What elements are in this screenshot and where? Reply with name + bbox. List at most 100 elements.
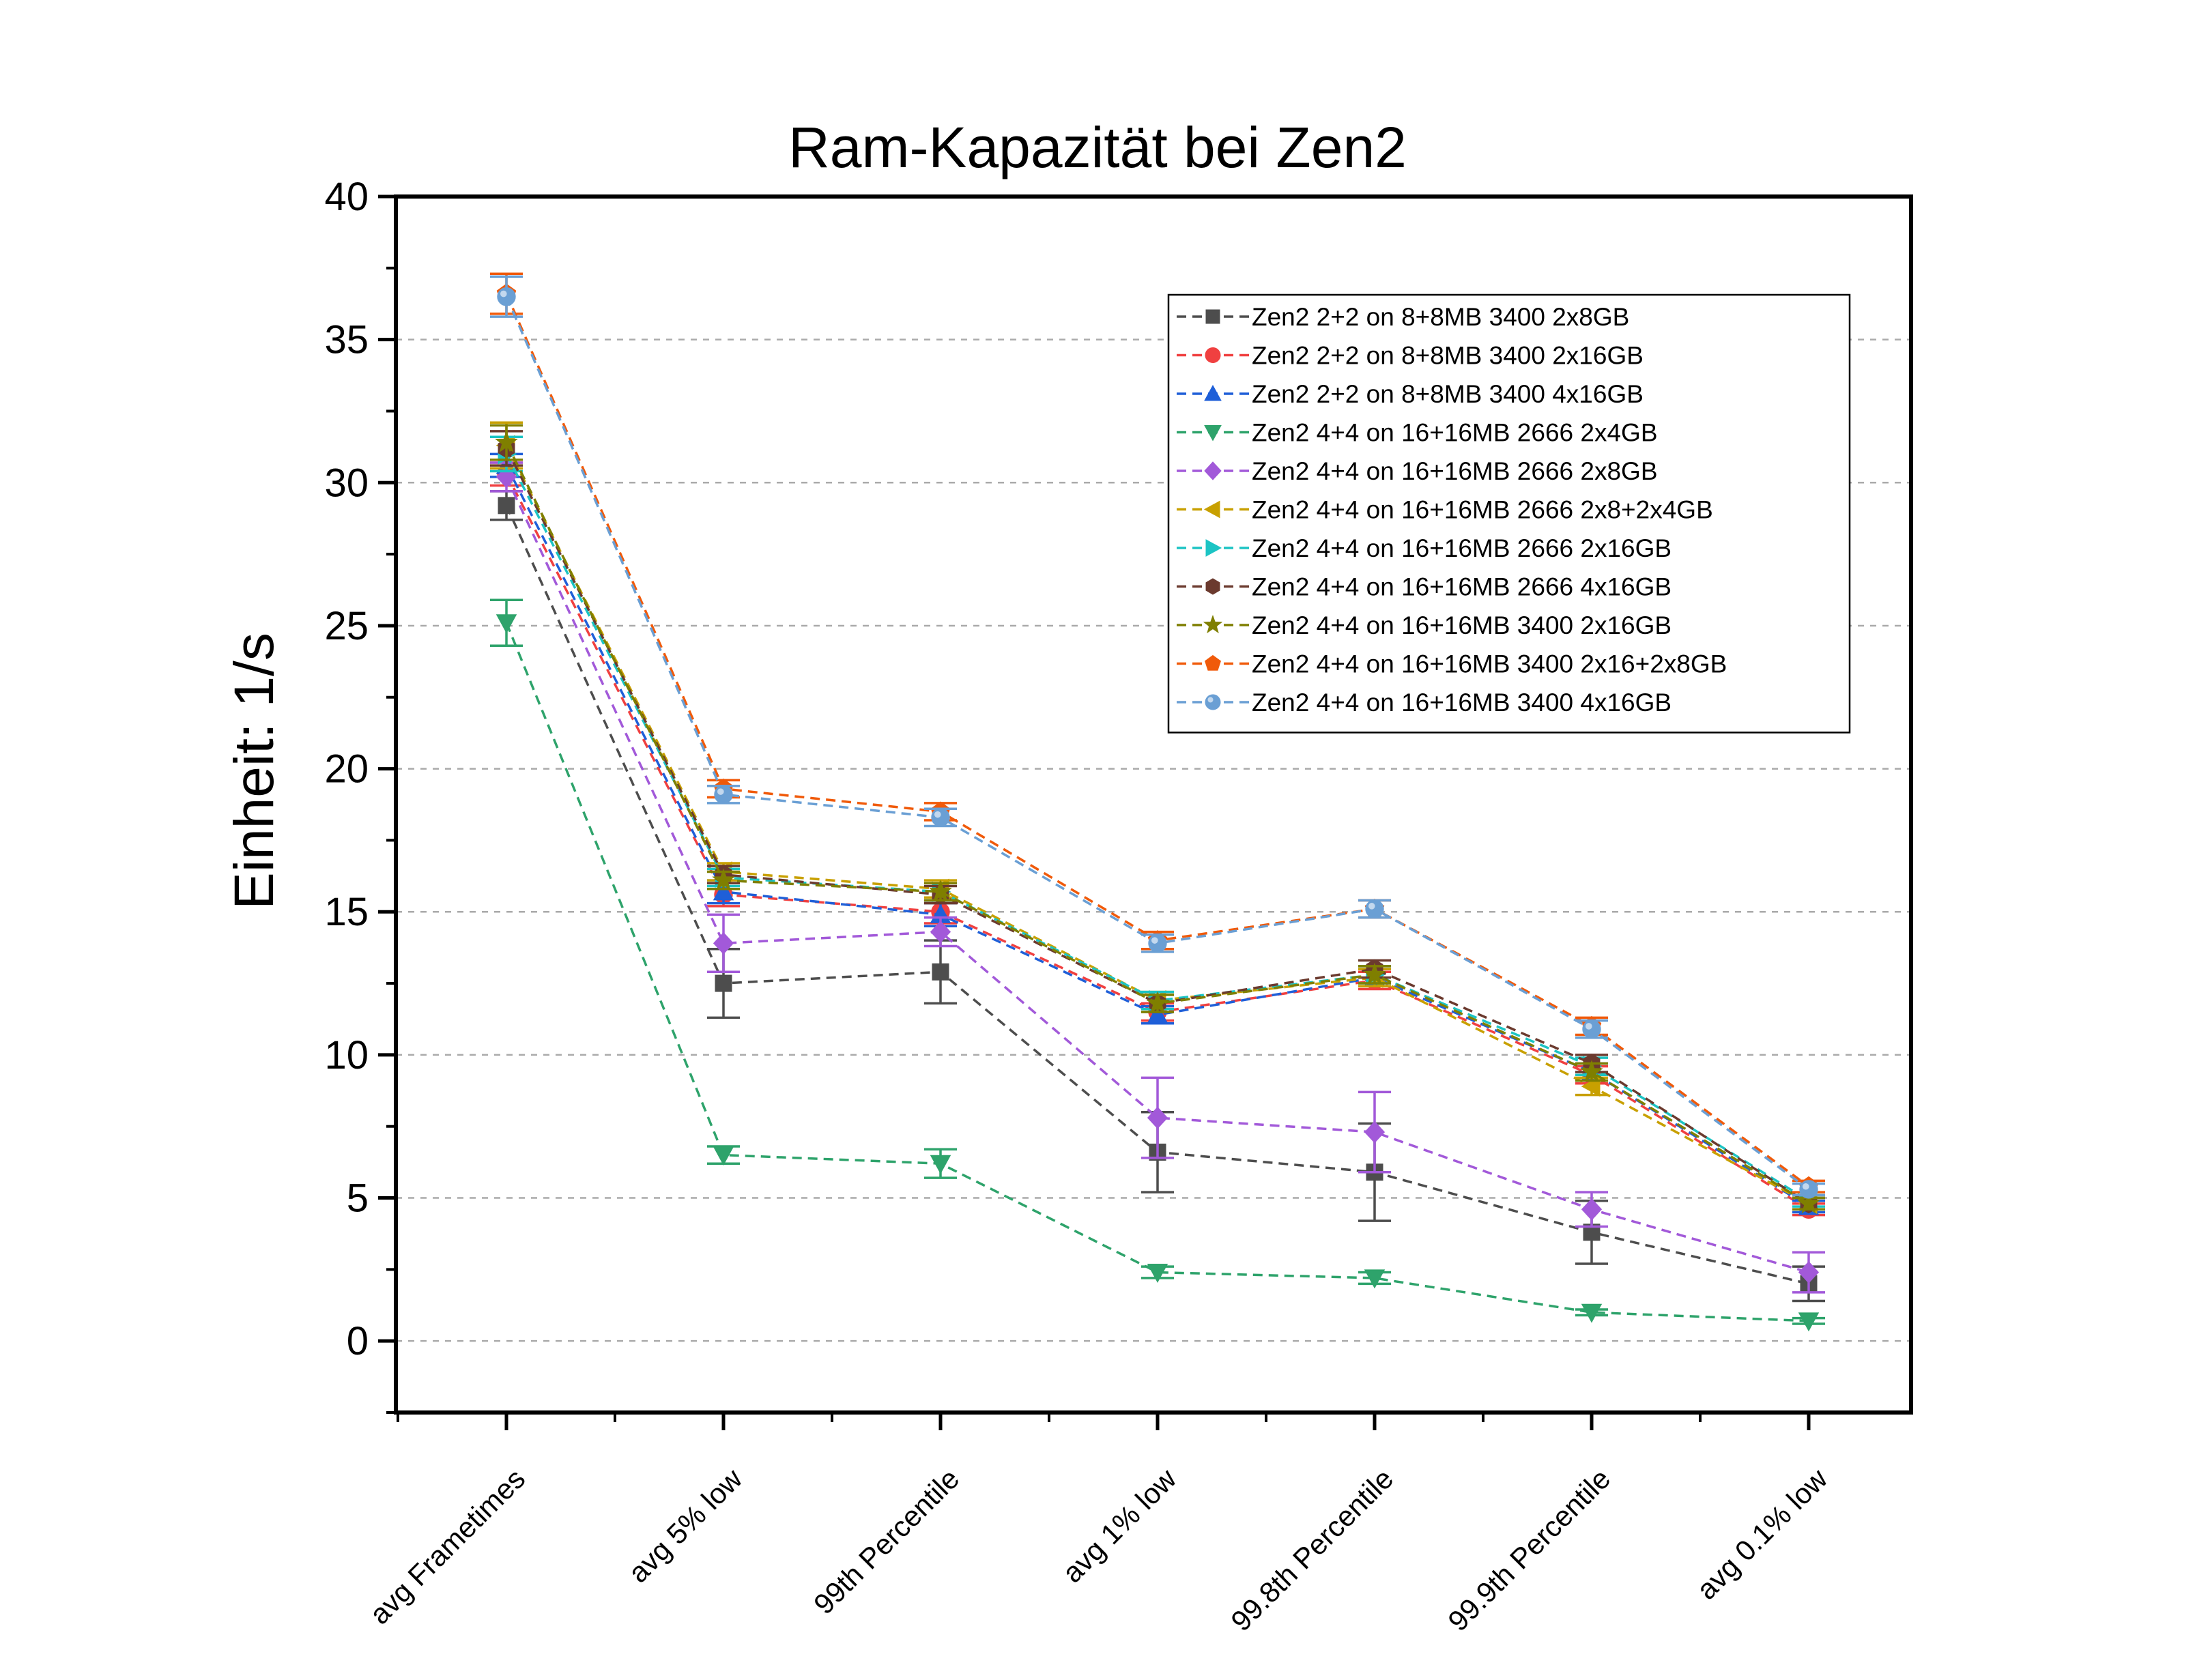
data-point <box>1204 425 1222 441</box>
legend-item: Zen2 4+4 on 16+16MB 2666 2x8+2x4GB <box>1177 496 1713 524</box>
data-point <box>712 868 735 890</box>
data-point <box>931 808 950 827</box>
data-point <box>1147 1106 1168 1129</box>
y-tick-label: 0 <box>347 1319 369 1363</box>
y-tick-label: 40 <box>324 175 369 219</box>
data-point <box>713 932 734 955</box>
y-axis: 0 5 10 15 20 25 30 35 40 <box>324 175 396 1414</box>
legend-item: Zen2 4+4 on 16+16MB 2666 2x4GB <box>1177 419 1658 447</box>
plot-frame <box>394 194 1913 1415</box>
legend-label: Zen2 4+4 on 16+16MB 3400 2x16GB <box>1252 611 1672 639</box>
x-tick-label: avg 0.1% low <box>1690 1462 1833 1606</box>
legend-item: Zen2 4+4 on 16+16MB 3400 4x16GB <box>1177 689 1672 716</box>
legend-item: Zen2 4+4 on 16+16MB 2666 2x16GB <box>1177 534 1672 562</box>
data-point <box>495 430 518 452</box>
data-point <box>496 465 517 489</box>
x-tick-label: avg 1% low <box>1056 1462 1183 1589</box>
x-axis: avg Frametimes avg 5% low 99th Percentile a… <box>363 1413 1834 1637</box>
y-axis-label: Einheit: 1/s <box>223 633 285 910</box>
series <box>490 461 1825 1294</box>
data-point <box>1581 1198 1603 1221</box>
legend: Zen2 2+2 on 8+8MB 3400 2x8GB Zen2 2+2 on … <box>1167 293 1851 734</box>
data-point <box>1204 384 1222 401</box>
data-point <box>715 974 732 992</box>
data-point <box>1204 461 1222 480</box>
data-point <box>714 785 733 805</box>
legend-item: Zen2 2+2 on 8+8MB 3400 2x8GB <box>1177 303 1629 331</box>
legend-item: Zen2 2+2 on 8+8MB 3400 2x16GB <box>1177 342 1644 370</box>
y-tick-label: 35 <box>324 318 369 362</box>
data-point <box>1798 1312 1820 1332</box>
data-point <box>1147 1004 1168 1024</box>
data-point <box>930 1155 951 1174</box>
chart-title: Ram-Kapazität bei Zen2 <box>788 115 1407 179</box>
marker-highlight <box>717 788 724 795</box>
data-point <box>932 963 949 981</box>
marker-highlight <box>1586 1023 1592 1030</box>
legend-label: Zen2 2+2 on 8+8MB 3400 4x16GB <box>1252 380 1644 408</box>
legend-item: Zen2 4+4 on 16+16MB 3400 2x16+2x8GB <box>1177 650 1727 678</box>
y-tick-label: 5 <box>347 1176 369 1221</box>
series <box>490 424 1825 1214</box>
data-point <box>1797 1191 1820 1214</box>
data-point <box>1798 1261 1820 1284</box>
data-point <box>1581 1303 1603 1323</box>
x-tick-label: avg Frametimes <box>363 1462 531 1630</box>
legend-item: Zen2 4+4 on 16+16MB 2666 4x16GB <box>1177 573 1672 601</box>
x-tick-label: 99th Percentile <box>807 1462 965 1620</box>
data-point <box>1799 1180 1818 1199</box>
series <box>490 275 1825 1199</box>
legend-label: Zen2 4+4 on 16+16MB 2666 2x8+2x4GB <box>1252 496 1713 524</box>
x-tick-label: 99.9th Percentile <box>1441 1462 1616 1637</box>
data-point <box>496 614 517 634</box>
data-point <box>929 880 952 902</box>
data-point <box>1364 1120 1386 1144</box>
series <box>490 598 1825 1332</box>
legend-box <box>1167 293 1851 734</box>
data-point <box>1365 899 1384 918</box>
y-tick-label: 30 <box>324 461 369 505</box>
data-point <box>930 921 951 943</box>
data-point <box>1205 578 1220 595</box>
data-point <box>1205 347 1221 363</box>
legend-label: Zen2 4+4 on 16+16MB 3400 2x16+2x8GB <box>1252 650 1727 678</box>
data-point <box>1580 1060 1603 1082</box>
data-point <box>1148 933 1167 953</box>
data-point <box>1364 1269 1386 1289</box>
y-tick-label: 10 <box>324 1033 369 1077</box>
marker-highlight <box>1368 903 1375 910</box>
data-point <box>1146 991 1169 1013</box>
data-point <box>1204 654 1222 671</box>
data-point <box>1205 694 1221 710</box>
marker-highlight <box>1803 1183 1809 1190</box>
data-point <box>1147 1264 1168 1283</box>
y-tick-label: 20 <box>324 747 369 792</box>
legend-label: Zen2 4+4 on 16+16MB 2666 2x4GB <box>1252 419 1658 447</box>
data-point <box>1363 962 1386 985</box>
marker-highlight <box>934 811 941 818</box>
marker-highlight <box>1151 937 1158 944</box>
data-point <box>1203 615 1223 634</box>
data-point <box>1582 1019 1601 1039</box>
data-point <box>1205 309 1220 324</box>
data-point <box>498 497 515 515</box>
y-tick-label: 15 <box>324 890 369 934</box>
data-point <box>713 881 734 901</box>
marker-highlight <box>500 290 507 298</box>
x-tick-label: avg 5% low <box>622 1462 749 1589</box>
legend-label: Zen2 4+4 on 16+16MB 2666 2x16GB <box>1252 534 1672 562</box>
legend-item: Zen2 4+4 on 16+16MB 3400 2x16GB <box>1177 611 1672 639</box>
legend-label: Zen2 2+2 on 8+8MB 3400 2x16GB <box>1252 342 1644 370</box>
legend-item: Zen2 2+2 on 8+8MB 3400 4x16GB <box>1177 380 1644 408</box>
marker-highlight <box>1207 697 1214 703</box>
plot-series <box>490 272 1825 1332</box>
legend-label: Zen2 4+4 on 16+16MB 2666 4x16GB <box>1252 573 1672 601</box>
legend-item: Zen2 4+4 on 16+16MB 2666 2x8GB <box>1177 457 1658 485</box>
data-point <box>497 287 516 306</box>
legend-label: Zen2 4+4 on 16+16MB 2666 2x8GB <box>1252 457 1658 485</box>
data-point <box>713 1146 734 1166</box>
data-point <box>1203 500 1220 519</box>
data-point <box>1205 539 1222 557</box>
y-tick-label: 25 <box>324 604 369 648</box>
